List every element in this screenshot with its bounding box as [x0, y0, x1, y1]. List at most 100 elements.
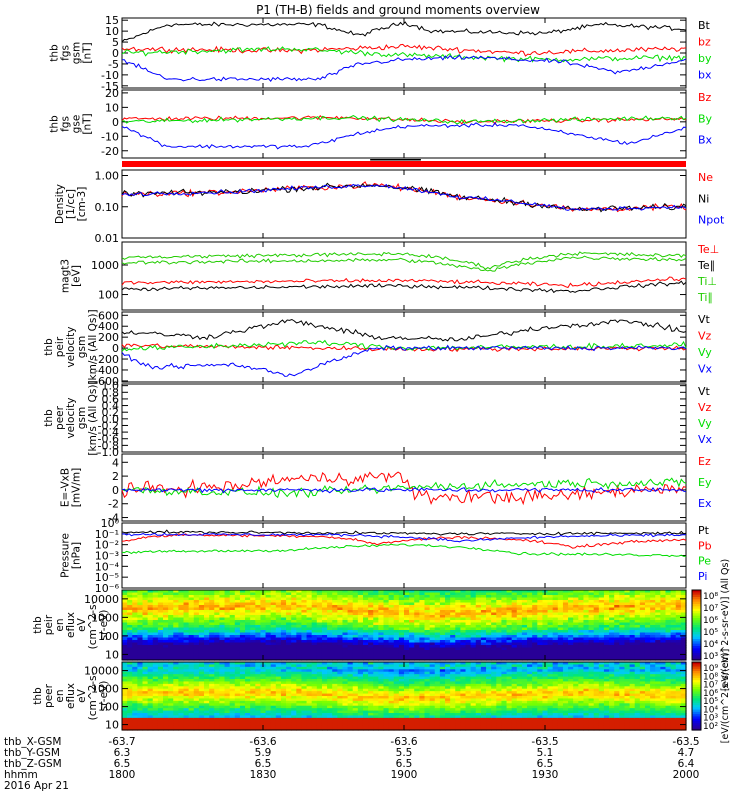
spectrogram-cell [665, 600, 672, 604]
spectrogram-cell [445, 610, 451, 614]
spectrogram-cell [362, 590, 369, 594]
spectrogram-cell [506, 645, 513, 649]
spectrogram-cell [583, 657, 590, 661]
spectrogram-cell [573, 620, 579, 624]
spectrogram-cell [588, 625, 595, 629]
spectrogram-cell [342, 645, 349, 649]
spectrogram-cell [204, 676, 210, 680]
spectrogram-cell [675, 637, 682, 641]
spectrogram-cell [219, 691, 226, 695]
spectrogram-cell [491, 620, 497, 624]
spectrogram-cell [332, 705, 338, 709]
spectrogram-cell [455, 592, 461, 596]
spectrogram-cell [650, 630, 656, 634]
spectrogram-cell [486, 650, 492, 654]
spectrogram-cell [378, 600, 385, 604]
spectrogram-cell [445, 632, 451, 636]
spectrogram-cell [460, 612, 467, 616]
spectrogram-cell [357, 642, 364, 646]
spectrogram-cell [383, 705, 390, 709]
spectrogram-cell [188, 722, 195, 726]
spectrogram-cell [409, 669, 415, 673]
spectrogram-cell [634, 652, 641, 656]
spectrogram-cell [398, 617, 405, 621]
spectrogram-cell [270, 600, 277, 604]
spectrogram-cell [409, 645, 415, 649]
spectrogram-cell [234, 686, 241, 690]
spectrogram-cell [163, 679, 169, 683]
spectrogram-cell [362, 669, 369, 673]
spectrogram-cell [424, 657, 431, 661]
spectrogram-cell [373, 647, 379, 651]
spectrogram-cell [506, 630, 513, 634]
spectrogram-cell [173, 592, 179, 596]
spectrogram-cell [245, 713, 251, 717]
spectrogram-cell [280, 671, 287, 675]
spectrogram-cell [188, 637, 195, 641]
spectrogram-cell [280, 691, 287, 695]
spectrogram-cell [265, 710, 272, 714]
spectrogram-cell [127, 622, 133, 626]
spectrogram-cell [332, 600, 338, 604]
spectrogram-cell [337, 669, 344, 673]
spectrogram-cell [465, 657, 472, 661]
spectrogram-cell [301, 722, 308, 726]
y-axis-label: fgs [60, 45, 72, 61]
spectrogram-cell [168, 688, 174, 692]
spectrogram-cell [178, 715, 185, 719]
spectrogram-cell [568, 657, 574, 661]
spectrogram-cell [644, 652, 651, 656]
spectrogram-cell [250, 590, 256, 594]
spectrogram-cell [373, 630, 379, 634]
spectrogram-cell [183, 715, 190, 719]
spectrogram-cell [429, 615, 436, 619]
spectrogram-cell [286, 700, 292, 704]
spectrogram-cell [352, 681, 359, 685]
spectrogram-cell [660, 610, 667, 614]
spectrogram-cell [393, 595, 400, 599]
spectrogram-cell [127, 630, 133, 634]
spectrogram-cell [434, 627, 441, 631]
spectrogram-cell [655, 600, 661, 604]
spectrogram-cell [301, 725, 308, 729]
spectrogram-cell [398, 655, 405, 659]
spectrogram-cell [357, 696, 364, 700]
spectrogram-cell [373, 657, 379, 661]
spectrogram-cell [219, 627, 226, 631]
spectrogram-cell [255, 688, 262, 692]
spectrogram-cell [316, 647, 323, 651]
spectrogram-cell [619, 625, 626, 629]
spectrogram-cell [321, 679, 328, 683]
spectrogram-cell [665, 590, 672, 594]
spectrogram-cell [204, 708, 210, 712]
spectrogram-cell [137, 715, 144, 719]
spectrogram-cell [347, 686, 354, 690]
spectrogram-cell [424, 627, 431, 631]
spectrogram-cell [357, 595, 364, 599]
spectrogram-cell [173, 693, 179, 697]
spectrogram-cell [511, 640, 518, 644]
spectrogram-cell [368, 590, 374, 594]
spectrogram-cell [321, 615, 328, 619]
spectrogram-cell [404, 635, 410, 639]
spectrogram-cell [163, 620, 169, 624]
spectrogram-cell [496, 602, 503, 606]
spectrogram-cell [239, 605, 246, 609]
spectrogram-cell [439, 605, 446, 609]
spectrogram-cell [229, 727, 236, 731]
spectrogram-cell [398, 612, 405, 616]
spectrogram-cell [368, 610, 374, 614]
spectrogram-cell [362, 662, 369, 666]
spectrogram-cell [614, 610, 620, 614]
spectrogram-cell [362, 632, 369, 636]
spectrogram-cell [655, 605, 661, 609]
spectrogram-cell [434, 610, 441, 614]
colorbar-cell [692, 611, 701, 614]
spectrogram-cell [209, 708, 215, 712]
spectrogram-cell [219, 683, 226, 687]
spectrogram-cell [680, 602, 687, 606]
spectrogram-cell [173, 605, 179, 609]
spectrogram-cell [229, 615, 236, 619]
spectrogram-cell [219, 622, 226, 626]
spectrogram-cell [480, 597, 487, 601]
